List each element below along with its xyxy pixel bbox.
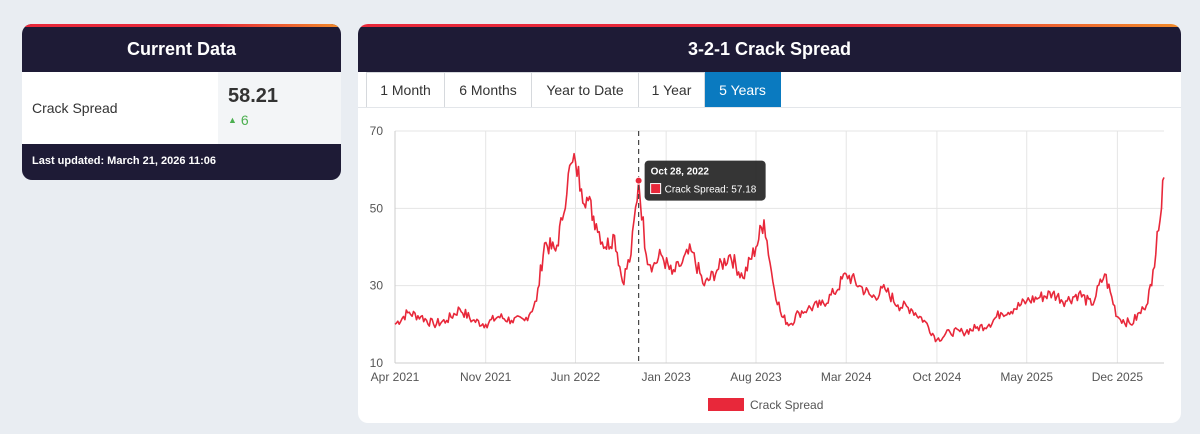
- tab-year-to-date[interactable]: Year to Date: [532, 72, 639, 108]
- card-accent-bar: [358, 24, 1181, 27]
- x-tick-label: Oct 2024: [913, 370, 962, 384]
- metric-value-cell: 58.21 ▲ 6: [218, 72, 341, 144]
- tab-6-months[interactable]: 6 Months: [445, 72, 532, 108]
- crack-spread-chart[interactable]: 10 30 50 70 Apr 2021 Nov 2021 Jun 2022 Jan 2023…: [358, 24, 1181, 423]
- x-tick-label: Apr 2021: [371, 370, 420, 384]
- current-data-card: Current Data Crack Spread 58.21 ▲ 6 Last…: [22, 24, 341, 180]
- x-tick-label: Mar 2024: [821, 370, 872, 384]
- current-data-row: Crack Spread 58.21 ▲ 6: [22, 72, 341, 144]
- y-tick-label: 50: [370, 201, 384, 215]
- tooltip-swatch: [650, 183, 662, 195]
- metric-label: Crack Spread: [32, 100, 118, 116]
- x-tick-label: Jun 2022: [551, 370, 601, 384]
- x-tick-label: May 2025: [1000, 370, 1053, 384]
- legend-label: Crack Spread: [750, 398, 823, 412]
- tooltip-date: Oct 28, 2022: [651, 167, 710, 178]
- hover-point: [634, 176, 643, 185]
- card-accent-bar: [22, 24, 341, 27]
- x-tick-label: Aug 2023: [730, 370, 782, 384]
- metric-change-value: 6: [240, 112, 249, 128]
- last-updated: Last updated: March 21, 2026 11:06: [32, 155, 217, 167]
- range-tabs: 1 Month 6 Months Year to Date 1 Year 5 Y…: [366, 72, 781, 108]
- current-data-title: Current Data: [126, 39, 237, 59]
- chart-title: 3-2-1 Crack Spread: [358, 27, 1181, 72]
- x-tick-label: Jan 2023: [641, 370, 691, 384]
- metric-change: ▲ 6: [228, 112, 341, 128]
- legend-swatch: [708, 398, 744, 411]
- up-triangle-icon: ▲: [228, 115, 237, 125]
- x-tick-label: Dec 2025: [1092, 370, 1144, 384]
- tab-5-years[interactable]: 5 Years: [705, 72, 781, 108]
- y-tick-label: 10: [370, 356, 384, 370]
- tab-1-year[interactable]: 1 Year: [639, 72, 705, 108]
- y-tick-label: 70: [370, 124, 384, 138]
- x-tick-label: Nov 2021: [460, 370, 512, 384]
- tooltip-box: [644, 160, 766, 201]
- tab-1-month[interactable]: 1 Month: [366, 72, 445, 108]
- y-tick-label: 30: [370, 279, 384, 293]
- tabs-divider: [358, 107, 1181, 108]
- chart-card: 3-2-1 Crack Spread 1 Month 6 Months Year…: [358, 24, 1181, 423]
- metric-value: 58.21: [228, 85, 279, 107]
- series-line-crack-spread: [394, 152, 1165, 343]
- tooltip-value: Crack Spread: 57.18: [665, 185, 757, 196]
